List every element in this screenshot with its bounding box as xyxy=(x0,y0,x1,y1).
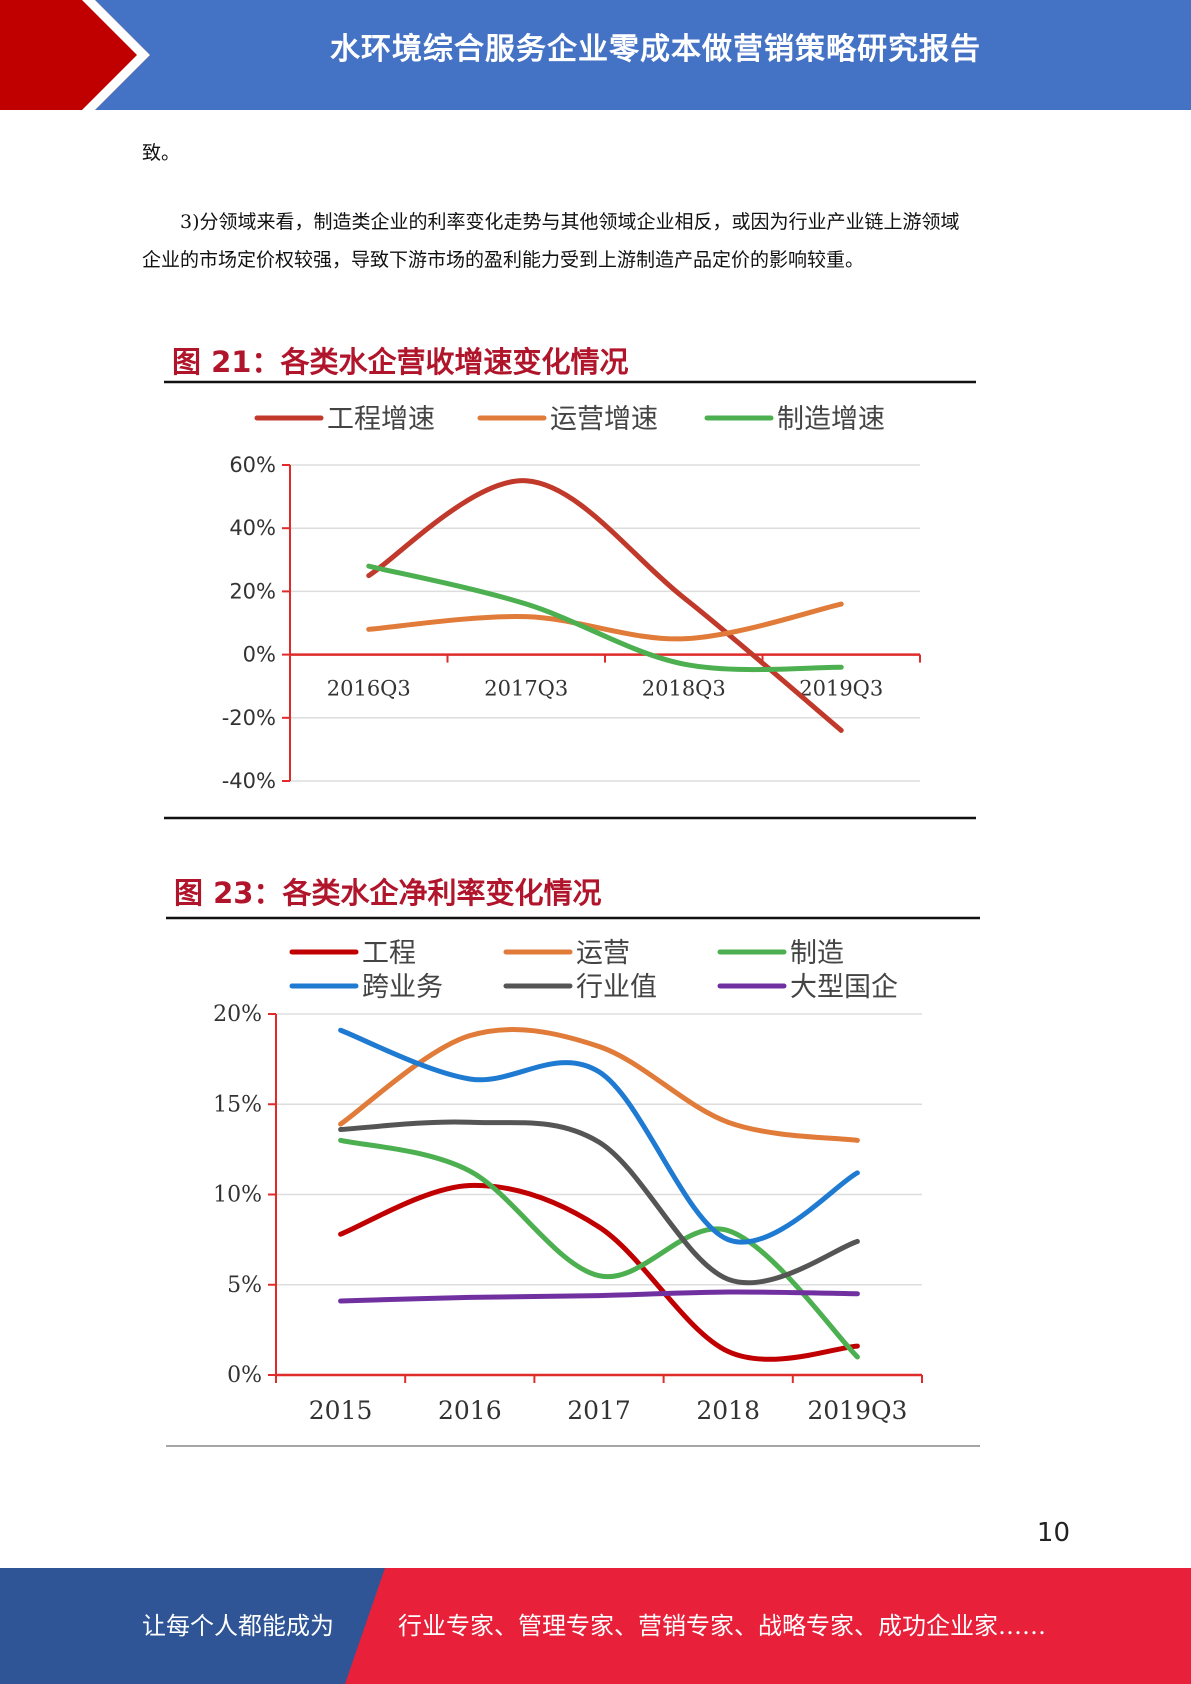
legend-label: 工程增速 xyxy=(327,404,435,435)
y-tick-label: -20% xyxy=(222,706,276,730)
series-line xyxy=(338,1289,860,1304)
y-tick-label: 0% xyxy=(243,643,276,667)
x-tick-label: 2016 xyxy=(438,1396,502,1425)
figure-21-legend: 工程增速 运营增速 制造增速 xyxy=(254,404,885,435)
y-tick-label: 20% xyxy=(229,579,276,603)
series-line xyxy=(338,1027,860,1245)
series-line xyxy=(338,1119,860,1286)
x-tick-label: 2019Q3 xyxy=(807,1396,907,1425)
paragraph-line-1: 3)分领域来看，制造类企业的利率变化走势与其他领域企业相反，或因为行业产业链上游… xyxy=(180,211,960,233)
y-tick-label: 60% xyxy=(229,453,276,477)
legend-label: 大型国企 xyxy=(790,972,898,1003)
footer-banner xyxy=(0,1568,1191,1684)
y-tick-label: 20% xyxy=(213,1002,262,1027)
legend-label: 工程 xyxy=(362,938,416,969)
figure-23-series xyxy=(338,1027,860,1362)
page-footer: 让每个人都能成为 行业专家、管理专家、营销专家、战略专家、成功企业家…… xyxy=(0,1568,1191,1684)
x-tick-label: 2018Q3 xyxy=(642,677,726,701)
header-banner xyxy=(0,0,1191,110)
figure-21-title: 图 21：各类水企营收增速变化情况 xyxy=(172,345,628,379)
header-title: 水环境综合服务企业零成本做营销策略研究报告 xyxy=(330,32,981,67)
legend-label: 跨业务 xyxy=(362,972,443,1003)
figure-21-series xyxy=(366,478,844,733)
page-number: 10 xyxy=(1036,1518,1070,1548)
legend-label: 行业值 xyxy=(576,972,657,1003)
paragraph-line-2: 企业的市场定价权较强，导致下游市场的盈利能力受到上游制造产品定价的影响较重。 xyxy=(142,249,865,271)
x-tick-label: 2019Q3 xyxy=(799,677,883,701)
x-tick-label: 2018 xyxy=(696,1396,760,1425)
y-tick-label: 10% xyxy=(213,1183,262,1208)
legend-label: 运营 xyxy=(576,938,630,969)
y-tick-label: 0% xyxy=(227,1363,262,1388)
series-line xyxy=(366,601,844,642)
figure-23-axes: 20% 15% 10% 5% 0% 2015 2016 2017 2018 2019Q3 xyxy=(213,1002,923,1425)
figure-21-grid xyxy=(290,464,920,782)
x-tick-label: 2015 xyxy=(309,1396,373,1425)
series-line xyxy=(338,1027,860,1143)
series-line xyxy=(366,563,844,673)
y-tick-label: 40% xyxy=(229,516,276,540)
footer-slogan-right: 行业专家、管理专家、营销专家、战略专家、成功企业家…… xyxy=(398,1612,1046,1640)
y-tick-label: 15% xyxy=(213,1092,262,1117)
x-tick-label: 2017Q3 xyxy=(484,677,568,701)
figure-23-title: 图 23：各类水企净利率变化情况 xyxy=(174,876,601,910)
legend-label: 制造 xyxy=(790,938,844,969)
legend-label: 运营增速 xyxy=(550,404,658,435)
y-tick-label: 5% xyxy=(227,1273,262,1298)
page-header: 水环境综合服务企业零成本做营销策略研究报告 xyxy=(0,0,1191,110)
y-tick-label: -40% xyxy=(222,769,276,793)
x-tick-label: 2017 xyxy=(567,1396,631,1425)
footer-slogan-left: 让每个人都能成为 xyxy=(142,1612,334,1640)
series-line xyxy=(366,478,844,733)
x-tick-label: 2016Q3 xyxy=(327,677,411,701)
series-line xyxy=(338,1137,860,1360)
figure-23-grid xyxy=(276,1013,922,1376)
legend-label: 制造增速 xyxy=(777,404,885,435)
figure-21-axes: 60% 40% 20% 0% -20% -40% 2016Q3 2017Q3 2018Q3 201… xyxy=(222,453,921,793)
paragraph-continuation: 致。 xyxy=(142,142,181,164)
series-line xyxy=(338,1182,860,1362)
